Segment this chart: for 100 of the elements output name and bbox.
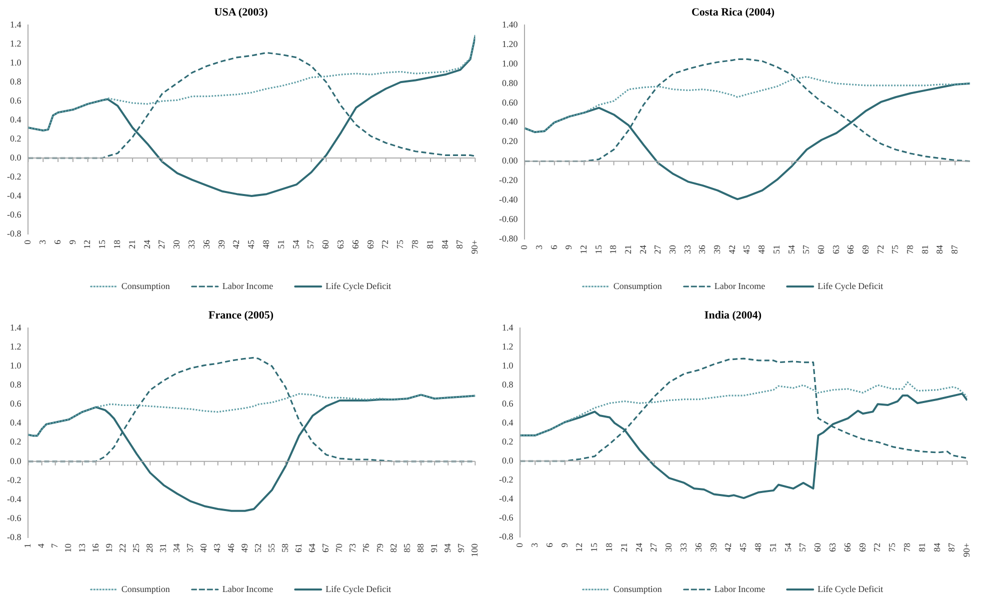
x-tick-label: 31 — [158, 544, 168, 552]
x-tick-label: 66 — [846, 244, 856, 254]
x-tick-label: 39 — [712, 244, 722, 254]
x-tick-label: 37 — [185, 543, 196, 552]
x-tick-label: 90+ — [470, 240, 480, 254]
y-tick-label: 1.20 — [502, 38, 518, 49]
x-tick-label: 21 — [623, 245, 633, 254]
y-tick-label: 0.6 — [502, 398, 514, 408]
x-tick-label: 45 — [742, 244, 752, 254]
x-tick-label: 88 — [415, 543, 426, 552]
x-tick-label: 81 — [920, 245, 930, 254]
y-tick-label: 0.2 — [10, 133, 22, 144]
chart-title: Costa Rica (2004) — [691, 6, 775, 18]
x-tick-label: 15 — [593, 244, 604, 254]
x-tick-label: 72 — [380, 240, 390, 249]
y-tick-label: 0.8 — [10, 380, 22, 390]
x-tick-label: 84 — [440, 239, 450, 249]
x-tick-label: 27 — [648, 542, 659, 552]
x-tick-label: 78 — [904, 244, 915, 254]
chart-title: USA (2003) — [214, 6, 268, 18]
legend-label: Consumption — [613, 584, 662, 594]
y-tick-label: 0.8 — [10, 76, 22, 86]
x-tick-label: 81 — [424, 240, 435, 249]
x-tick-label: 42 — [231, 240, 242, 249]
y-tick-label: -0.6 — [6, 512, 22, 523]
legend-label: Labor Income — [714, 584, 766, 594]
x-tick-label: 57 — [801, 244, 812, 254]
y-tick-label: -0.60 — [498, 214, 518, 224]
x-tick-label: 73 — [348, 543, 358, 552]
x-tick-label: 30 — [668, 244, 678, 254]
x-tick-label: 48 — [752, 542, 763, 552]
y-tick-label: -0.2 — [6, 474, 22, 485]
x-tick-label: 3 — [534, 244, 544, 250]
x-tick-label: 60 — [816, 244, 826, 254]
x-tick-label: 97 — [456, 543, 466, 552]
x-tick-label: 90+ — [962, 542, 972, 557]
legend-label: Labor Income — [714, 280, 766, 291]
x-tick-label: 12 — [574, 542, 584, 552]
y-tick-label: 0.4 — [10, 418, 22, 428]
x-tick-label: 61 — [293, 544, 304, 552]
y-tick-label: 0.20 — [502, 136, 518, 146]
y-tick-label: -0.40 — [498, 194, 518, 204]
x-tick-label: 87 — [454, 239, 465, 249]
x-tick-label: 57 — [798, 542, 808, 552]
x-tick-label: 55 — [266, 543, 276, 552]
line-series — [28, 393, 476, 437]
x-tick-label: 0 — [22, 239, 33, 244]
x-tick-label: 15 — [589, 542, 600, 552]
legend-label: Life Cycle Deficit — [326, 280, 392, 291]
y-tick-label: -0.6 — [6, 209, 22, 220]
legend-label: Life Cycle Deficit — [818, 280, 884, 291]
x-tick-label: 10 — [63, 543, 74, 552]
y-tick-label: 0.2 — [10, 436, 22, 447]
x-tick-label: 24 — [634, 542, 644, 552]
x-tick-label: 1 — [22, 544, 33, 548]
y-tick-label: 0.4 — [10, 114, 22, 124]
y-tick-label: 0.6 — [10, 398, 22, 409]
legend-label: Life Cycle Deficit — [818, 584, 884, 594]
chart-title: France (2005) — [208, 309, 274, 322]
x-tick-label: 43 — [212, 543, 222, 552]
x-tick-label: 78 — [902, 542, 912, 552]
x-tick-label: 100 — [470, 543, 480, 557]
x-tick-label: 54 — [786, 244, 796, 254]
x-tick-label: 24 — [638, 244, 648, 254]
x-tick-label: 12 — [82, 240, 92, 249]
y-tick-label: 0.80 — [502, 78, 518, 88]
y-tick-label: -0.2 — [6, 171, 22, 182]
legend-label: Consumption — [121, 584, 170, 594]
x-tick-label: 18 — [604, 542, 614, 552]
x-tick-label: 79 — [374, 543, 385, 552]
x-tick-label: 63 — [335, 239, 346, 249]
x-tick-label: 30 — [172, 239, 182, 249]
x-tick-label: 49 — [239, 543, 250, 552]
y-tick-label: -0.2 — [498, 474, 514, 484]
y-tick-label: 0.8 — [502, 379, 514, 390]
x-tick-label: 33 — [678, 542, 688, 552]
x-tick-label: 24 — [142, 239, 152, 249]
x-tick-label: 69 — [365, 239, 376, 249]
y-tick-label: 0.00 — [502, 156, 518, 166]
x-tick-label: 12 — [578, 245, 588, 254]
x-tick-label: 66 — [842, 542, 852, 552]
y-tick-label: 0.2 — [502, 436, 514, 446]
x-tick-label: 69 — [857, 542, 868, 552]
x-tick-label: 84 — [932, 542, 942, 552]
x-tick-label: 18 — [112, 239, 122, 249]
x-tick-label: 7 — [50, 543, 60, 548]
x-tick-label: 46 — [226, 543, 236, 552]
x-tick-label: 42 — [723, 542, 734, 552]
x-tick-label: 33 — [682, 244, 692, 254]
legend-label: Labor Income — [222, 280, 274, 291]
y-tick-label: -0.8 — [6, 228, 22, 238]
x-tick-label: 34 — [172, 543, 182, 552]
x-tick-label: 42 — [726, 245, 737, 254]
x-tick-label: 51 — [771, 245, 782, 254]
y-tick-label: -0.4 — [6, 190, 22, 200]
y-tick-label: 1.2 — [10, 342, 22, 352]
y-tick-label: -0.8 — [6, 532, 22, 542]
x-tick-label: 36 — [697, 244, 708, 254]
chart-title: India (2004) — [704, 309, 762, 322]
legend-label: Labor Income — [222, 584, 274, 594]
